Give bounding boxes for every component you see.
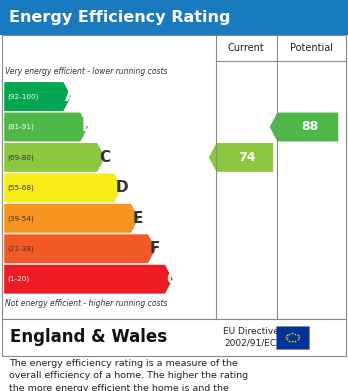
Polygon shape [4, 82, 71, 111]
Text: (21-38): (21-38) [8, 246, 34, 252]
Text: (1-20): (1-20) [8, 276, 30, 282]
Text: England & Wales: England & Wales [10, 328, 168, 346]
Text: Energy Efficiency Rating: Energy Efficiency Rating [9, 10, 230, 25]
Text: Not energy efficient - higher running costs: Not energy efficient - higher running co… [5, 298, 168, 308]
Text: A: A [65, 89, 77, 104]
Text: 74: 74 [238, 151, 255, 164]
Text: (69-80): (69-80) [8, 154, 34, 161]
Polygon shape [4, 204, 139, 233]
Text: (92-100): (92-100) [8, 93, 39, 100]
Text: (55-68): (55-68) [8, 185, 34, 191]
Text: Potential: Potential [290, 43, 333, 53]
Polygon shape [209, 143, 273, 172]
Bar [276, 325, 309, 349]
Text: Current: Current [228, 43, 264, 53]
Text: Very energy efficient - lower running costs: Very energy efficient - lower running co… [5, 67, 168, 76]
Text: (39-54): (39-54) [8, 215, 34, 222]
Polygon shape [4, 143, 105, 172]
Text: C: C [99, 150, 110, 165]
Bar [2, 35, 346, 319]
Bar [0, 0, 348, 35]
Text: 88: 88 [301, 120, 318, 133]
Text: F: F [150, 241, 160, 256]
Text: D: D [116, 180, 128, 196]
Text: The energy efficiency rating is a measure of the
overall efficiency of a home. T: The energy efficiency rating is a measur… [9, 359, 248, 391]
Text: E: E [133, 211, 143, 226]
Polygon shape [4, 234, 156, 263]
Text: B: B [82, 120, 94, 135]
Polygon shape [4, 174, 122, 202]
Polygon shape [4, 265, 173, 294]
Text: EU Directive
2002/91/EC: EU Directive 2002/91/EC [223, 327, 278, 348]
Polygon shape [270, 113, 338, 142]
Bar [2, 319, 346, 356]
Text: G: G [167, 272, 179, 287]
Text: (81-91): (81-91) [8, 124, 34, 130]
Polygon shape [4, 113, 88, 142]
